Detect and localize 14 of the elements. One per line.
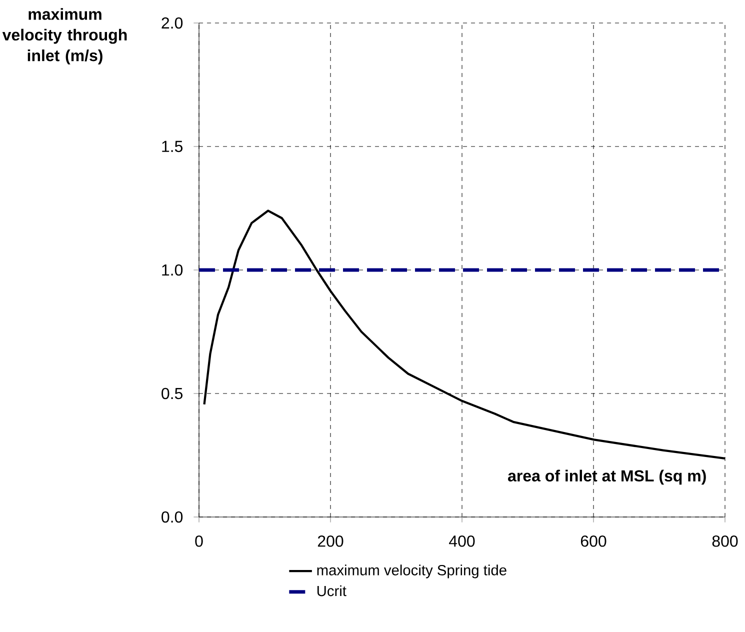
y-tick-label: 1.0 [162, 264, 183, 276]
legend-label: maximum velocity Spring tide [317, 564, 506, 578]
y-tick-label: 1.5 [162, 140, 182, 152]
x-tick-label: 200 [318, 535, 344, 547]
x-tick-label: 800 [712, 535, 738, 547]
y-axis-title: maximum velocity through inlet (m/s) [2, 8, 127, 64]
x-axis-title: area of inlet at MSL (sq m) [508, 470, 706, 485]
x-tick-label: 0 [195, 535, 203, 547]
x-tick-label: 600 [580, 535, 606, 547]
y-tick-label: 2.0 [162, 17, 183, 29]
y-tick-label: 0.0 [162, 511, 183, 523]
y-tick-label: 0.5 [162, 388, 182, 400]
x-tick-label: 400 [449, 535, 475, 547]
legend-label: Ucrit [317, 585, 346, 596]
